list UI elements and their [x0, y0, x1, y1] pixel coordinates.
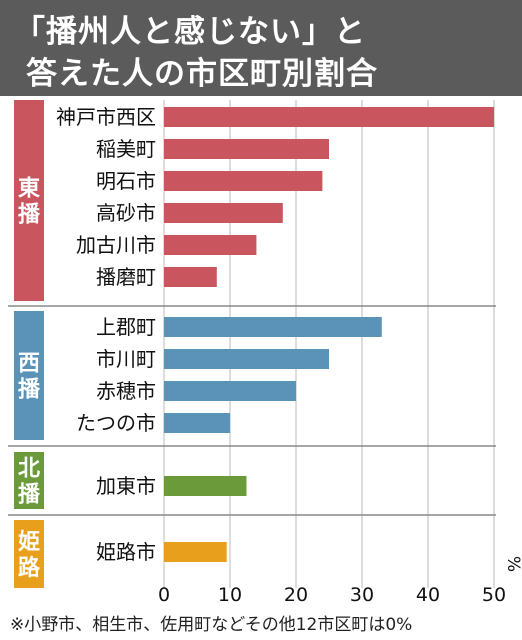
bar — [164, 107, 494, 127]
bar — [164, 235, 257, 255]
x-tick-label: 20 — [284, 584, 308, 606]
group-label: 西播 — [18, 352, 41, 403]
category-label: 姫路市 — [96, 540, 156, 564]
bar — [164, 139, 329, 159]
bar — [164, 381, 296, 401]
bar — [164, 349, 329, 369]
group-label: 姫路 — [18, 529, 41, 581]
x-tick-label: 30 — [350, 584, 374, 606]
category-label: 明石市 — [96, 169, 156, 193]
bar — [164, 476, 247, 496]
category-label: 上郡町 — [96, 315, 156, 339]
bar — [164, 267, 217, 287]
bar — [164, 542, 227, 562]
footnote: ※小野市、相生市、佐用町などその他12市区町は0% — [10, 615, 413, 635]
bar — [164, 203, 283, 223]
category-label: 稲美町 — [96, 137, 156, 161]
category-label: 播磨町 — [96, 265, 156, 289]
bar — [164, 317, 382, 337]
group-label-block — [14, 520, 44, 588]
category-label: 神戸市西区 — [56, 105, 156, 129]
category-label: 高砂市 — [96, 201, 156, 225]
category-label: 赤穂市 — [96, 379, 156, 403]
x-tick-label: 10 — [218, 584, 242, 606]
x-tick-label: 40 — [416, 584, 440, 606]
group-label-block — [14, 452, 44, 509]
chart-title-line-2: 答えた人の市区町別割合 — [26, 56, 378, 92]
x-tick-label: 50 — [482, 584, 506, 606]
bar — [164, 171, 323, 191]
chart-title-line-1: 「播州人と感じない」と — [14, 14, 366, 50]
category-label: 市川町 — [96, 347, 156, 371]
unit-label: % — [503, 556, 522, 572]
category-label: 加東市 — [96, 474, 156, 498]
category-label: たつの市 — [76, 411, 156, 435]
group-label: 北播 — [18, 457, 41, 508]
bar — [164, 413, 230, 433]
group-label-block — [14, 100, 44, 301]
group-label-block — [14, 311, 44, 440]
title-box: 「播州人と感じない」と 答えた人の市区町別割合 — [0, 0, 522, 96]
category-label: 加古川市 — [76, 233, 156, 257]
x-tick-label: 0 — [158, 584, 170, 606]
group-label: 東播 — [18, 177, 41, 228]
